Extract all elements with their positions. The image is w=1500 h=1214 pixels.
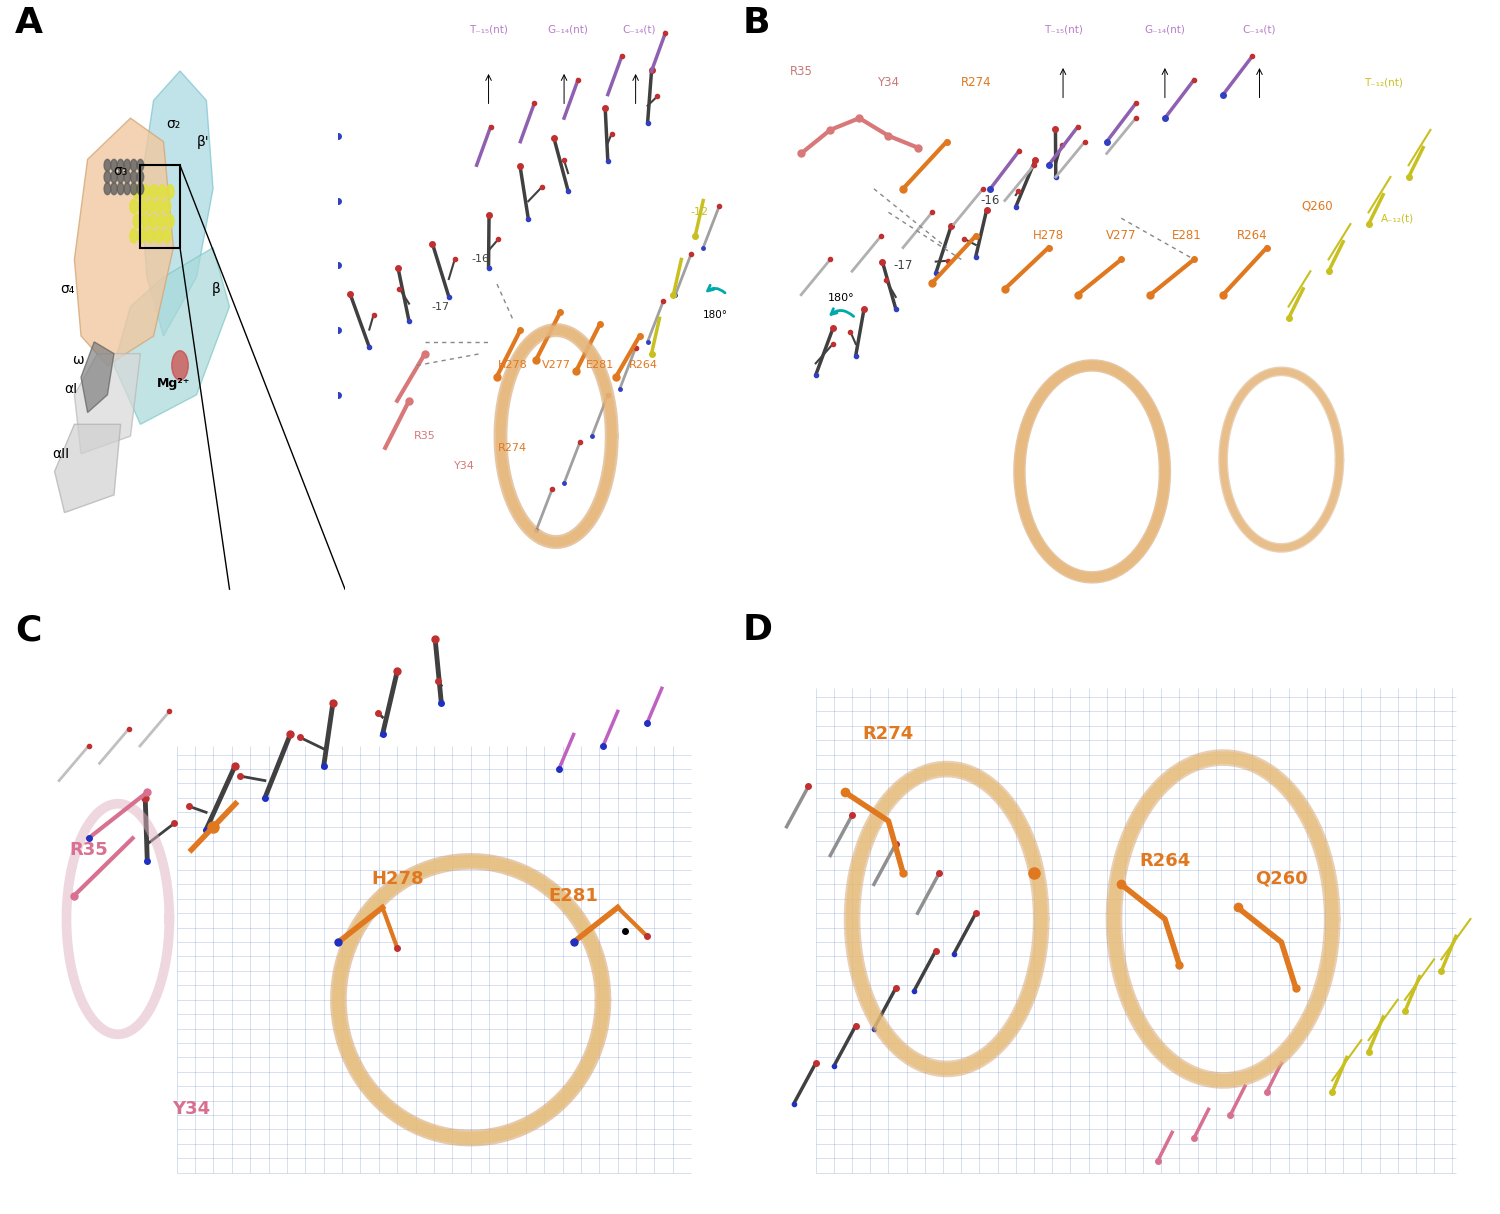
Polygon shape [114,248,230,425]
Circle shape [104,159,111,171]
Circle shape [124,171,130,183]
Polygon shape [75,118,174,365]
Circle shape [134,214,141,228]
Circle shape [141,185,150,199]
Text: σ₃: σ₃ [114,164,128,178]
Text: 180°: 180° [828,293,855,302]
Circle shape [141,214,150,228]
Circle shape [138,199,146,214]
Text: G₋₁₄(nt): G₋₁₄(nt) [548,24,588,35]
Text: V277: V277 [542,361,570,370]
Text: -16: -16 [471,255,489,265]
Circle shape [166,185,174,199]
Circle shape [134,185,141,199]
Text: αI: αI [64,382,78,396]
Text: D: D [742,613,772,647]
Circle shape [111,171,117,183]
Text: R264: R264 [628,361,658,370]
Text: G₋₁₄(nt): G₋₁₄(nt) [1144,24,1185,35]
Text: R264: R264 [1140,852,1191,870]
Text: R35: R35 [69,841,108,858]
Circle shape [147,199,154,214]
Circle shape [124,183,130,194]
Text: R274: R274 [498,443,526,453]
Circle shape [138,228,146,243]
Text: ω: ω [72,352,84,367]
Text: E281: E281 [585,361,614,370]
Circle shape [130,171,136,183]
Text: R274: R274 [960,76,992,90]
Circle shape [158,185,166,199]
Circle shape [166,214,174,228]
Circle shape [136,171,144,183]
Circle shape [104,171,111,183]
Text: Y34: Y34 [454,460,476,471]
Circle shape [136,159,144,171]
Text: -12: -12 [690,208,708,217]
Circle shape [150,185,158,199]
Text: -17: -17 [432,301,450,312]
Circle shape [130,159,136,171]
Text: E281: E281 [1172,229,1202,243]
Text: E281: E281 [549,887,598,904]
Text: T₋₁₅(nt): T₋₁₅(nt) [1044,24,1083,35]
Circle shape [150,214,158,228]
Circle shape [117,171,124,183]
Polygon shape [141,72,213,336]
Text: -16: -16 [981,194,1000,208]
Text: H278: H278 [498,361,528,370]
Text: σ₄: σ₄ [60,282,75,296]
Text: A₋₁₂(t): A₋₁₂(t) [1382,214,1414,223]
Circle shape [111,183,117,194]
Circle shape [171,351,189,380]
Text: C₋₁₄(t): C₋₁₄(t) [1242,24,1276,35]
Text: Q260: Q260 [1256,869,1308,887]
Text: R274: R274 [862,726,913,743]
Text: C: C [15,613,42,647]
Text: A: A [15,6,44,40]
Text: -17: -17 [894,259,912,272]
Circle shape [147,228,154,243]
Text: C₋₁₄(t): C₋₁₄(t) [622,24,657,35]
Text: αII: αII [53,447,70,461]
Circle shape [117,183,124,194]
Text: Mg²⁺: Mg²⁺ [156,376,190,390]
Circle shape [136,183,144,194]
Text: H278: H278 [1034,229,1064,243]
Circle shape [117,159,124,171]
Text: R35: R35 [414,431,436,441]
Circle shape [130,183,136,194]
Text: R35: R35 [789,64,813,78]
Circle shape [164,199,171,214]
Circle shape [164,228,171,243]
Text: B: B [742,6,770,40]
Polygon shape [54,425,120,512]
Text: Y34: Y34 [172,1100,210,1118]
Text: 180°: 180° [702,311,727,320]
Circle shape [130,228,138,243]
Text: V277: V277 [1106,229,1137,243]
Text: β': β' [196,135,210,148]
Text: H278: H278 [370,869,423,887]
Circle shape [111,159,117,171]
Circle shape [104,183,111,194]
Circle shape [154,228,162,243]
Text: σ₂: σ₂ [166,117,180,131]
Text: R264: R264 [1238,229,1268,243]
Text: T₋₁₅(nt): T₋₁₅(nt) [470,24,509,35]
Circle shape [158,214,166,228]
Polygon shape [81,342,114,413]
Circle shape [124,159,130,171]
Text: Q260: Q260 [1302,200,1334,212]
Text: β: β [211,282,220,296]
Text: Y34: Y34 [878,76,900,90]
Circle shape [130,199,138,214]
Text: T₋₁₂(nt): T₋₁₂(nt) [1364,78,1402,87]
Polygon shape [75,353,141,454]
Circle shape [154,199,162,214]
